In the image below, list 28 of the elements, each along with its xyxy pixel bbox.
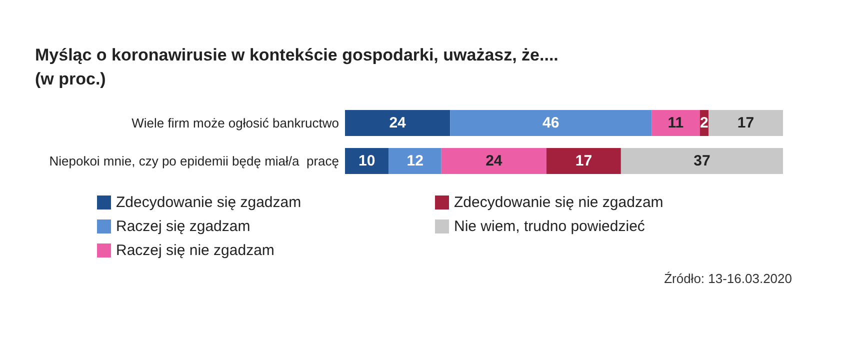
data-label: 10 <box>358 152 376 170</box>
legend-label: Raczej się nie zgadzam <box>116 242 274 259</box>
data-label: 11 <box>668 114 684 132</box>
data-label: 2 <box>700 114 708 132</box>
bar <box>450 110 652 136</box>
data-label: 12 <box>406 152 424 170</box>
y-tick-label: Wiele firm może ogłosić bankructwo <box>132 116 339 130</box>
data-label: 46 <box>542 114 560 132</box>
bar <box>546 148 621 174</box>
bar <box>708 110 783 136</box>
data-label: 17 <box>575 152 592 170</box>
bar <box>620 148 783 174</box>
text: Źródło: 13-16.03.2020 <box>664 271 792 286</box>
data-label: 24 <box>486 152 503 170</box>
legend-label: Nie wiem, trudno powiedzieć <box>454 218 646 235</box>
data-label: 24 <box>389 114 407 132</box>
data-label: 17 <box>737 114 754 132</box>
legend-label: Raczej się zgadzam <box>116 218 250 235</box>
data-label: 37 <box>694 152 710 170</box>
bar <box>441 148 546 174</box>
y-tick-label: Niepokoi mnie, czy po epidemii będę miał/a pracę <box>49 154 339 168</box>
bar <box>652 110 700 136</box>
bar <box>345 148 389 174</box>
legend-label: Zdecydowanie się nie zgadzam <box>454 194 664 211</box>
chart-title: Myśląc o koronawirusie w kontekście gospodarki, uważasz, że.... (w proc.) <box>35 46 558 88</box>
legend-label: Zdecydowanie się zgadzam <box>116 194 302 211</box>
bar <box>345 110 450 136</box>
bar <box>388 148 442 174</box>
